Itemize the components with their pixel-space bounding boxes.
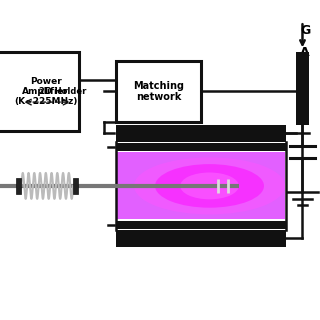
Bar: [116, 143, 286, 151]
Ellipse shape: [180, 172, 239, 199]
Bar: [116, 221, 286, 228]
Text: 2D Holder: 2D Holder: [39, 87, 86, 96]
Bar: [116, 230, 286, 247]
Text: Matching
network: Matching network: [133, 81, 184, 102]
Bar: [117, 152, 285, 220]
Bar: [73, 178, 78, 194]
Ellipse shape: [134, 157, 285, 214]
Bar: [296, 52, 309, 125]
Text: A: A: [300, 46, 310, 59]
Text: G: G: [300, 24, 310, 37]
Text: Power
Amplifier
(K~225MHz): Power Amplifier (K~225MHz): [14, 76, 77, 106]
Ellipse shape: [155, 164, 264, 208]
Bar: [116, 61, 201, 122]
Bar: [116, 125, 286, 142]
Bar: [0, 52, 79, 131]
Bar: [16, 178, 21, 194]
